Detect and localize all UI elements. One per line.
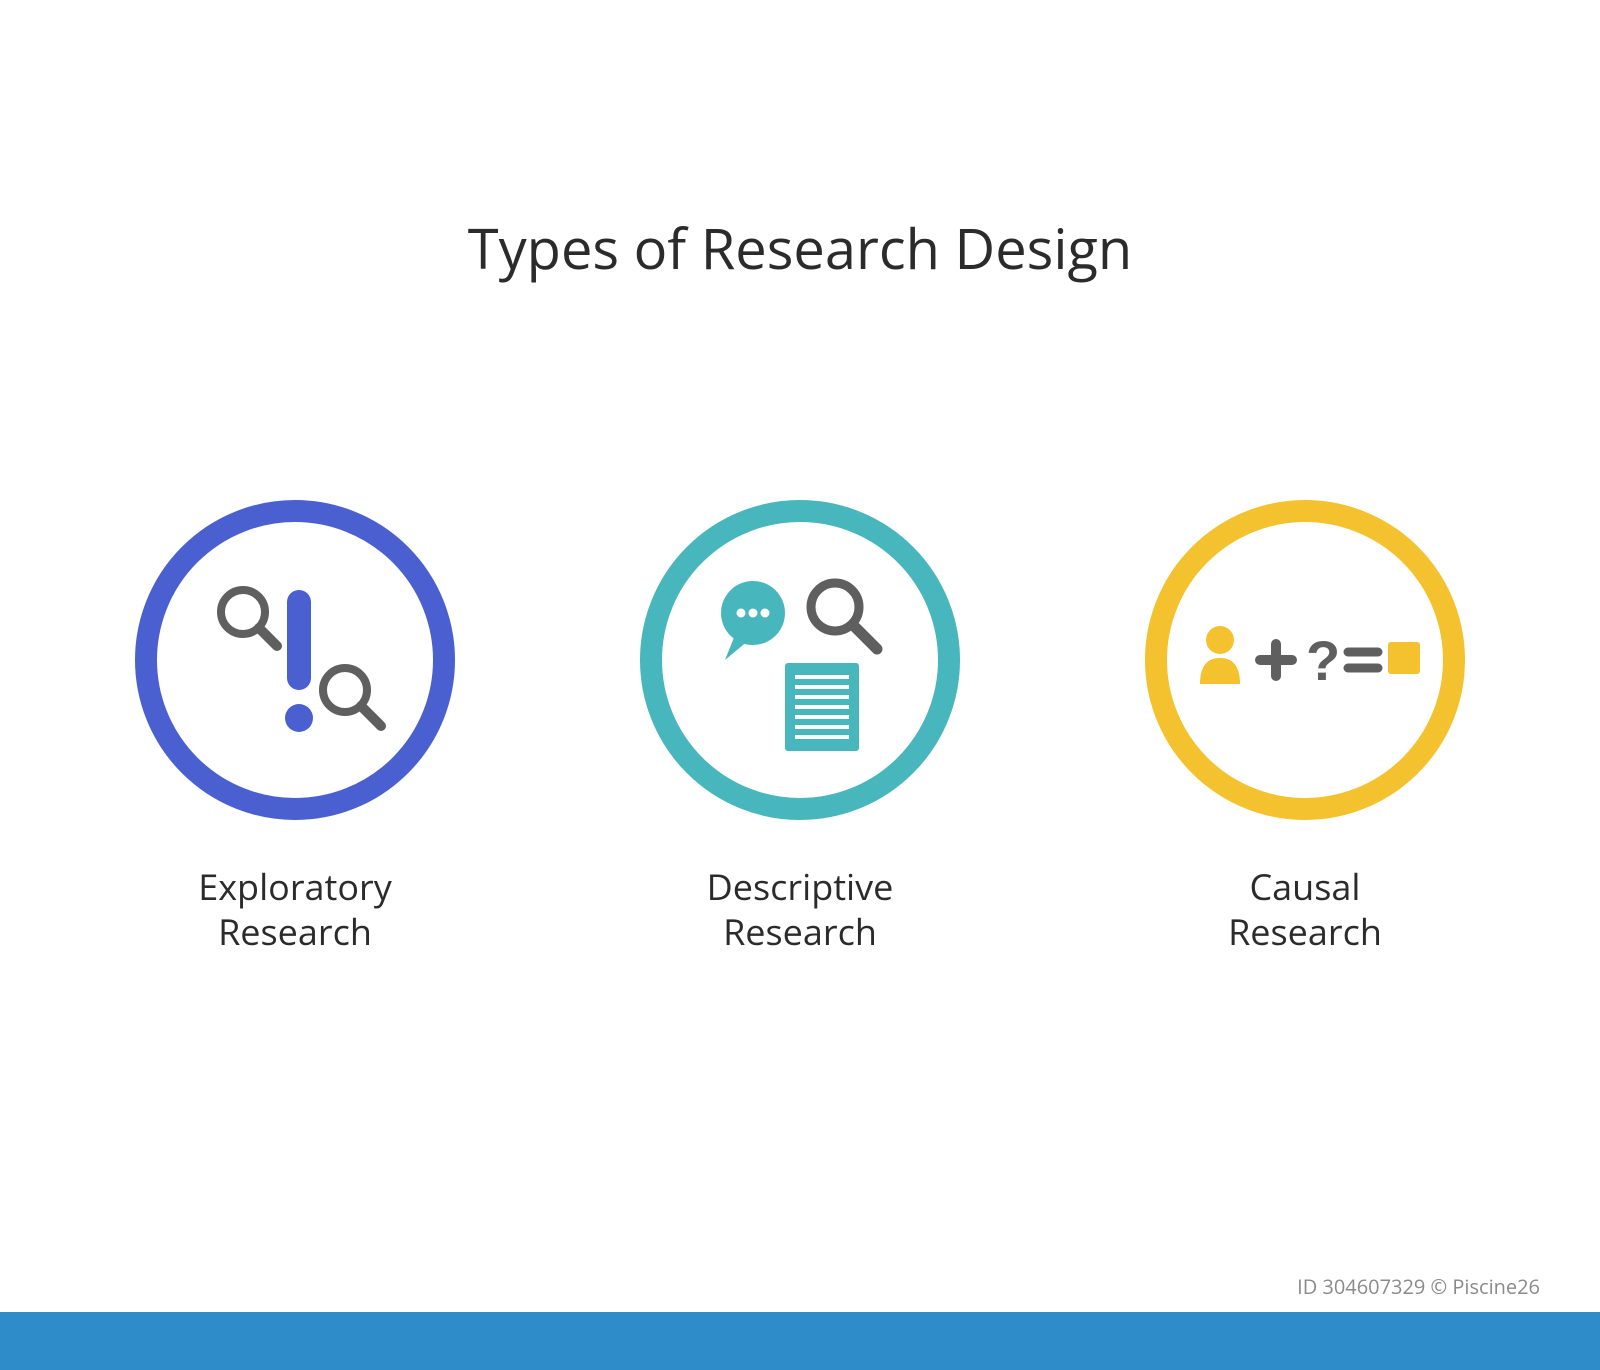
- label-exploratory: Exploratory Research: [198, 864, 392, 954]
- circle-descriptive: [640, 500, 960, 820]
- item-exploratory: Exploratory Research: [85, 500, 505, 954]
- descriptive-icon: [695, 555, 905, 765]
- label-descriptive: Descriptive Research: [707, 864, 894, 954]
- item-causal: ? Causal Research: [1095, 500, 1515, 954]
- circle-causal: ?: [1145, 500, 1465, 820]
- item-descriptive: Descriptive Research: [590, 500, 1010, 954]
- exploratory-icon: [195, 560, 395, 760]
- label-causal: Causal Research: [1228, 864, 1382, 954]
- attribution-text: ID 304607329 © Piscine26: [1297, 1273, 1540, 1300]
- page-title: Types of Research Design: [0, 210, 1600, 286]
- items-row: Exploratory Research: [0, 500, 1600, 954]
- footer-bar: [0, 1312, 1600, 1370]
- causal-icon: ?: [1190, 600, 1420, 720]
- svg-text:?: ?: [1306, 629, 1340, 692]
- circle-exploratory: [135, 500, 455, 820]
